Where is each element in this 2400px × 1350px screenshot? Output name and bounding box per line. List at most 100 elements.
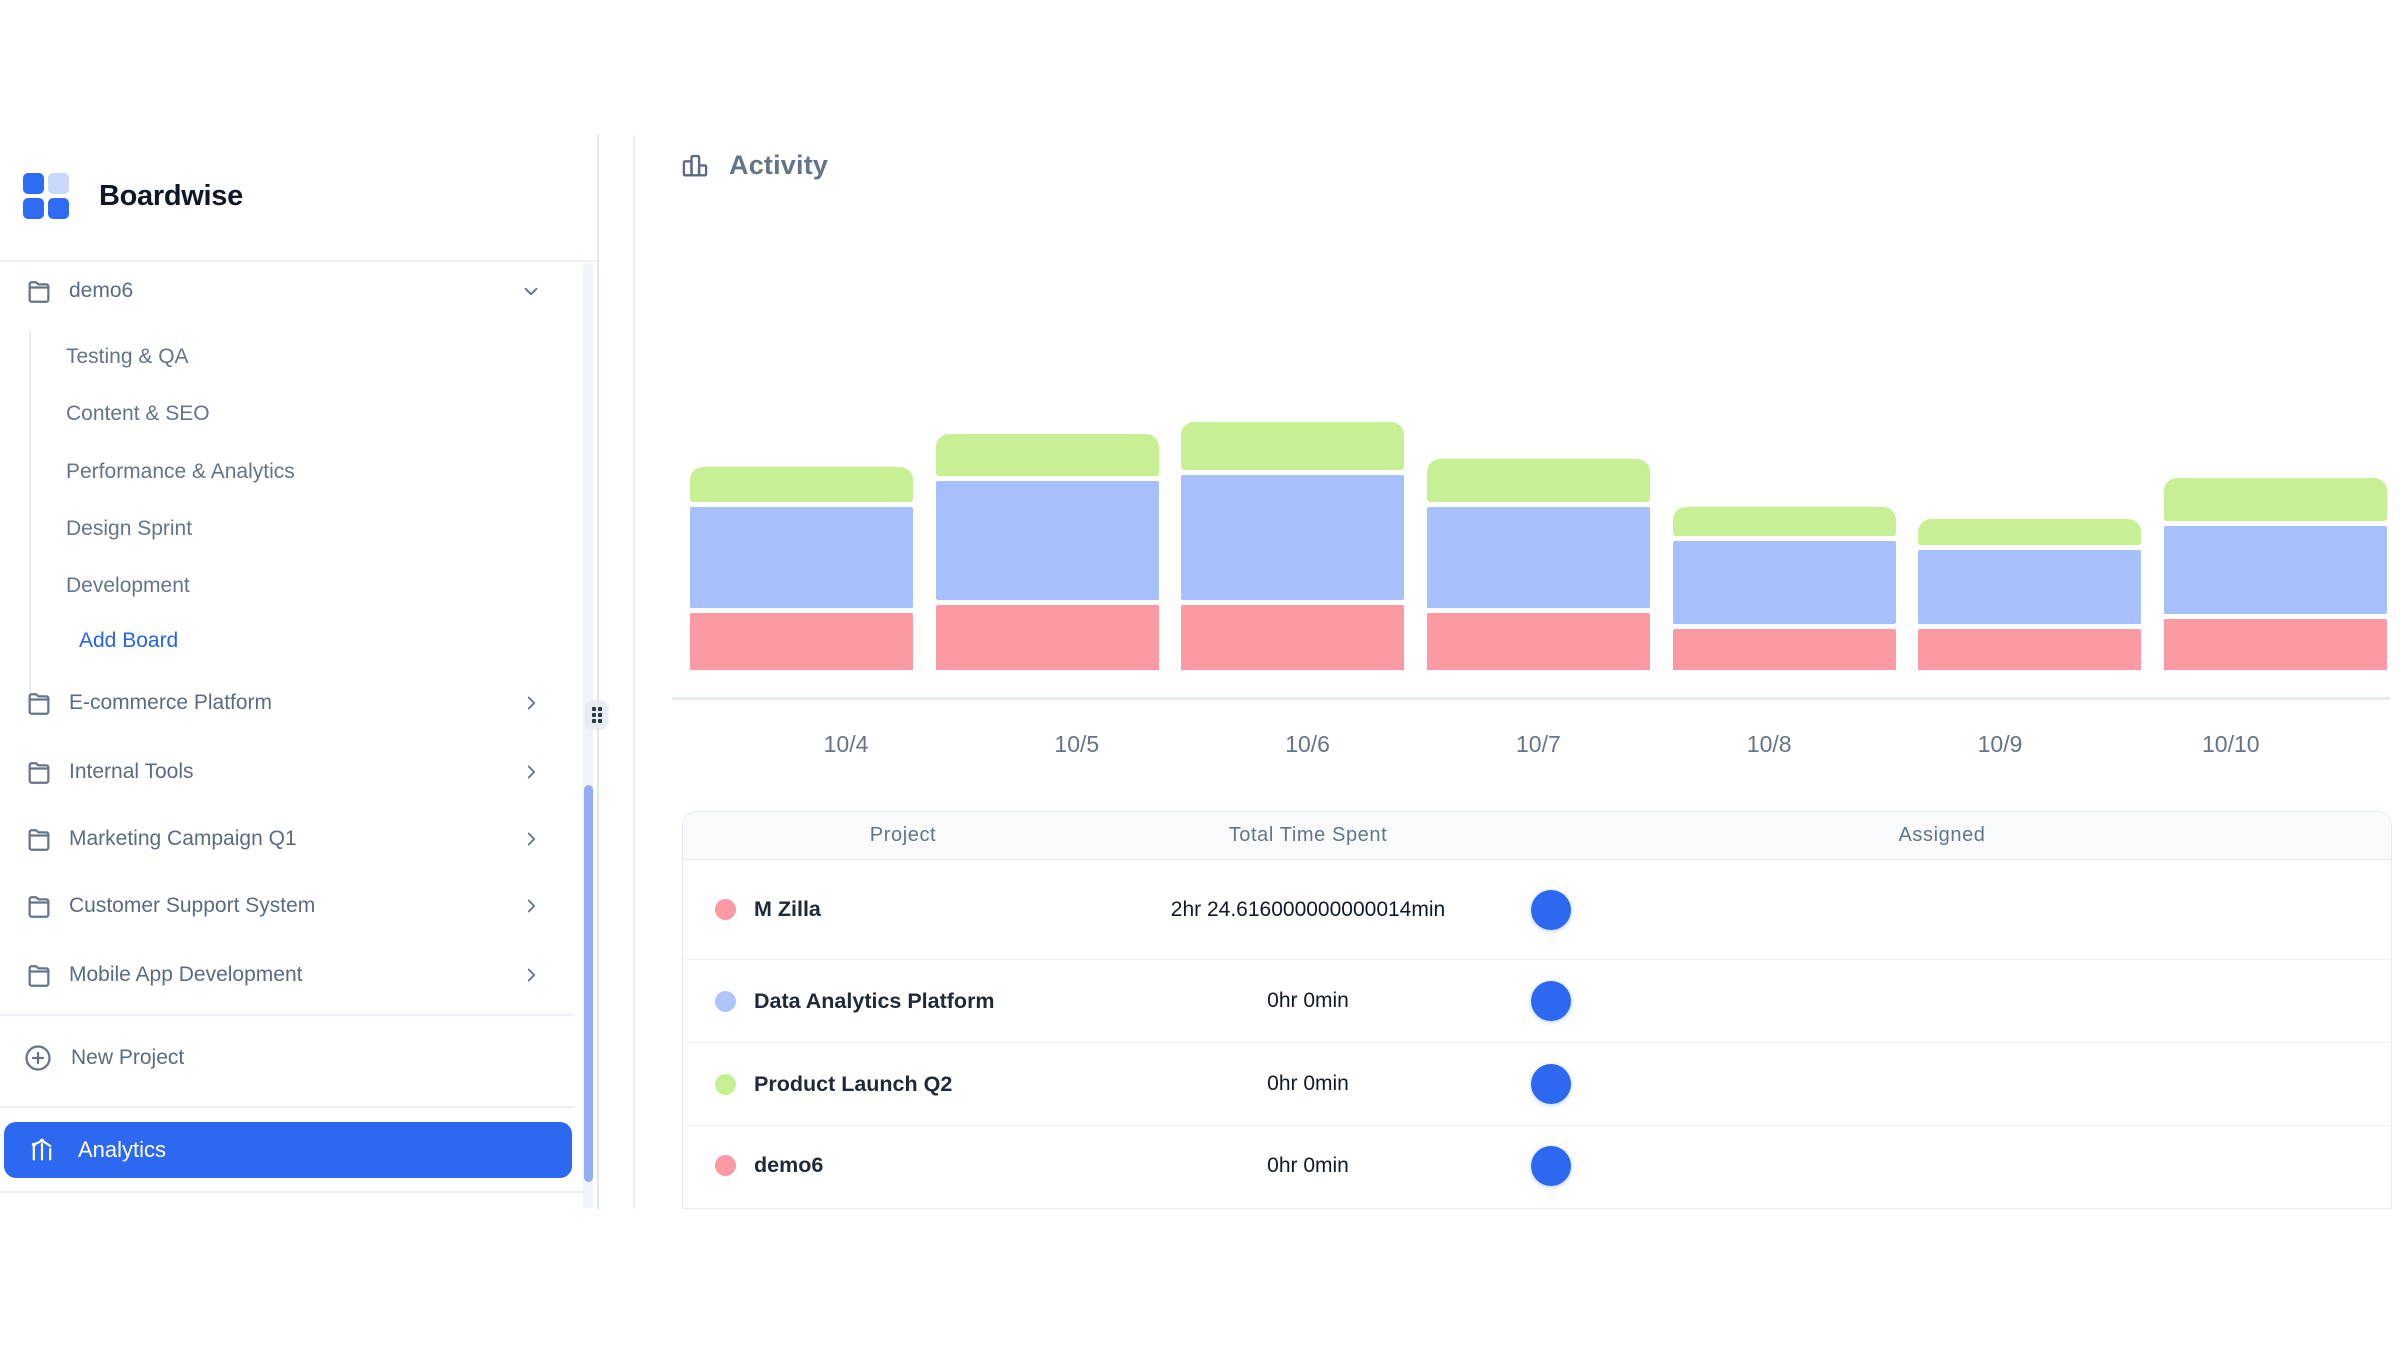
sidebar-scrollbar-thumb[interactable] (584, 785, 593, 1182)
add-board-label: Add Board (79, 629, 179, 652)
folder-icon (28, 762, 50, 784)
assigned-cell (1493, 1064, 2391, 1104)
project-color-dot (715, 899, 736, 920)
time-cell: 0hr 0min (1123, 986, 1493, 1015)
x-axis-label: 10/9 (1977, 731, 2023, 757)
chart-bar-10/9-product-launch-q2[interactable] (1918, 519, 2142, 545)
brand: Boardwise (23, 173, 243, 219)
grip-dot (592, 719, 596, 723)
column-header-project: Project (869, 824, 937, 846)
chart-bar-10/5-product-launch-q2[interactable] (935, 434, 1159, 476)
folder-icon (28, 693, 50, 715)
chart-bar-10/8-m-zilla[interactable] (1672, 629, 1896, 670)
analytics-label: Analytics (78, 1137, 167, 1162)
sidebar-item-marketing-campaign-q1[interactable]: Marketing Campaign Q1 (22, 816, 548, 862)
chevron-right-icon (527, 832, 536, 846)
project-name: Product Launch Q2 (754, 1071, 953, 1096)
sidebar-board-content-seo[interactable]: Content & SEO (66, 391, 486, 437)
x-axis-label: 10/7 (1516, 731, 1561, 757)
sidebar-board-development[interactable]: Development (66, 563, 486, 609)
board-label: Testing & QA (66, 345, 189, 368)
new-project-button[interactable]: New Project (22, 1035, 422, 1081)
column-header-assigned: Assigned (1898, 824, 1986, 846)
x-axis-label: 10/8 (1746, 731, 1792, 757)
analytics-chart-icon (31, 1138, 52, 1161)
chart-bar-10/9-m-zilla[interactable] (1918, 629, 2142, 670)
assignee-avatar[interactable] (1531, 981, 1571, 1021)
assignee-avatar[interactable] (1531, 889, 1571, 930)
add-board-button[interactable]: Add Board (79, 618, 379, 664)
chart-bar-10/7-data-analytics-platform[interactable] (1427, 507, 1650, 608)
grip-dot (598, 713, 602, 717)
plus-circle-icon (25, 1045, 51, 1071)
divider (0, 1106, 575, 1108)
sidebar-item-label: Marketing Campaign Q1 (69, 827, 297, 850)
chart-bar-10/7-m-zilla[interactable] (1427, 613, 1650, 670)
logo-square-bl (23, 198, 44, 219)
sidebar-resize-handle[interactable] (586, 701, 608, 729)
table-row: Product Launch Q2 0hr 0min (683, 1043, 2391, 1126)
chart-bar-10/7-product-launch-q2[interactable] (1427, 459, 1650, 502)
chart-bar-10/6-product-launch-q2[interactable] (1181, 422, 1405, 470)
grip-dot (592, 707, 596, 711)
assigned-cell (1493, 889, 2391, 930)
logo-square-tl (23, 173, 44, 194)
chart-bar-10/10-data-analytics-platform[interactable] (2164, 526, 2387, 614)
chart-bar-10/9-data-analytics-platform[interactable] (1918, 550, 2142, 624)
time-value: 0hr 0min (1267, 1153, 1349, 1177)
chart-bar-10/10-m-zilla[interactable] (2164, 619, 2387, 670)
sidebar-item-ecommerce-platform[interactable]: E-commerce Platform (22, 680, 548, 726)
sidebar-item-demo6[interactable]: demo6 (22, 268, 548, 314)
assignee-avatar[interactable] (1531, 1064, 1571, 1104)
chart-bar-10/5-m-zilla[interactable] (935, 605, 1159, 670)
board-label: Design Sprint (66, 517, 193, 540)
project-color-dot (715, 1155, 736, 1176)
activity-header: Activity (681, 150, 828, 181)
assignee-avatar[interactable] (1531, 1145, 1571, 1186)
x-axis-line (672, 697, 2390, 700)
chart-bar-10/4-product-launch-q2[interactable] (690, 467, 913, 502)
chevron-right-icon (527, 899, 536, 913)
logo-square-tr (48, 173, 69, 194)
section-title: Activity (729, 150, 829, 180)
sidebar-item-label: E-commerce Platform (69, 691, 273, 714)
chart-bar-10/10-product-launch-q2[interactable] (2164, 478, 2387, 521)
board-indent-line (29, 330, 31, 698)
project-color-dot (715, 990, 736, 1012)
divider (0, 260, 597, 262)
chevron-right-icon (527, 765, 536, 779)
analytics-button[interactable]: Analytics (4, 1122, 572, 1178)
sidebar-item-label: Customer Support System (69, 894, 316, 917)
app-logo-icon (23, 173, 69, 219)
grip-dot (598, 719, 602, 723)
logo-square-br (48, 198, 69, 219)
sidebar-board-testing-qa[interactable]: Testing & QA (66, 334, 486, 380)
project-color-dot (715, 1073, 736, 1095)
chart-bar-10/8-data-analytics-platform[interactable] (1672, 541, 1896, 624)
time-cell: 2hr 24.616000000000014min (1123, 895, 1493, 924)
chart-bar-10/6-data-analytics-platform[interactable] (1181, 475, 1405, 600)
table-row: Data Analytics Platform 0hr 0min (683, 960, 2391, 1043)
sidebar-item-label: demo6 (69, 279, 134, 302)
sidebar-item-internal-tools[interactable]: Internal Tools (22, 749, 548, 795)
time-value: 2hr 24.616000000000014min (1170, 897, 1446, 921)
project-name: Data Analytics Platform (754, 988, 995, 1013)
chart-bar-10/4-m-zilla[interactable] (690, 613, 913, 670)
sidebar-board-design-sprint[interactable]: Design Sprint (66, 506, 486, 552)
board-label: Development (66, 574, 190, 597)
sidebar-board-performance-analytics[interactable]: Performance & Analytics (66, 449, 486, 495)
sidebar-border (597, 135, 599, 1209)
x-axis-label: 10/6 (1285, 731, 1330, 757)
sidebar-item-customer-support-system[interactable]: Customer Support System (22, 883, 548, 929)
chart-bar-10/4-data-analytics-platform[interactable] (690, 507, 913, 608)
time-cell: 0hr 0min (1123, 1151, 1493, 1180)
x-axis-label: 10/4 (823, 731, 869, 757)
divider (0, 1014, 575, 1016)
time-spent-table: Project Total Time Spent Assigned M Zill… (682, 811, 2392, 1209)
assigned-cell (1493, 1145, 2391, 1186)
chart-bar-10/6-m-zilla[interactable] (1181, 605, 1405, 670)
chart-bar-10/8-product-launch-q2[interactable] (1672, 507, 1896, 536)
sidebar-item-mobile-app-development[interactable]: Mobile App Development (22, 952, 548, 998)
board-label: Performance & Analytics (66, 460, 295, 483)
chart-bar-10/5-data-analytics-platform[interactable] (935, 481, 1159, 600)
